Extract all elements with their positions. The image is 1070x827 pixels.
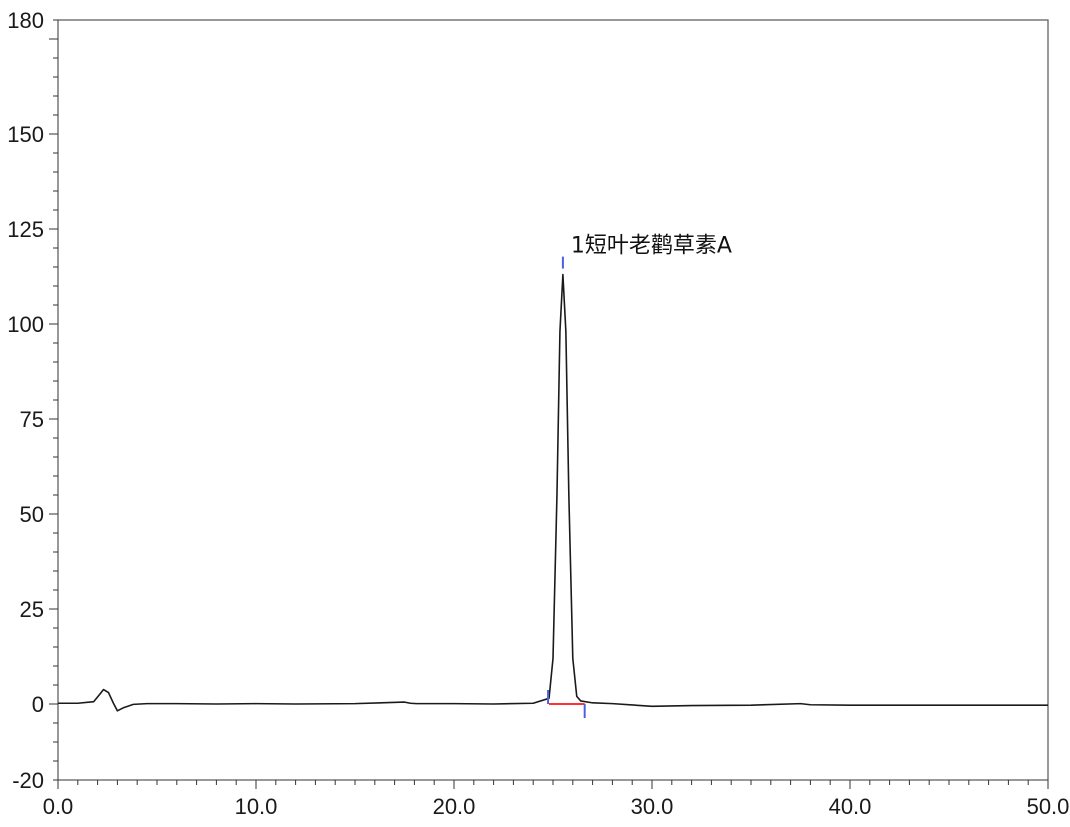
y-tick-label: 75 (20, 407, 44, 432)
marker-layer (547, 256, 586, 718)
y-tick-label: 180 (7, 8, 44, 33)
y-tick-label: 25 (20, 597, 44, 622)
series-layer (58, 273, 1048, 712)
annotation-layer: 1短叶老鹳草素A (571, 234, 732, 259)
peak-label: 1短叶老鹳草素A (571, 234, 732, 259)
x-tick-label: 20.0 (433, 794, 476, 819)
chromatogram-trace (58, 273, 1048, 712)
x-tick-label: 0.0 (43, 794, 74, 819)
x-tick-label: 40.0 (829, 794, 872, 819)
y-tick-label: 50 (20, 502, 44, 527)
x-tick-label: 50.0 (1027, 794, 1070, 819)
y-axis: -20 0 25 50 75 100 125 150 180 (7, 8, 58, 793)
y-tick-label: 100 (7, 312, 44, 337)
x-axis: 0.0 10.0 20.0 30.0 40.0 50.0 (43, 780, 1070, 819)
y-tick-label: 150 (7, 122, 44, 147)
y-tick-label: 125 (7, 217, 44, 242)
x-tick-label: 30.0 (631, 794, 674, 819)
y-tick-label: -20 (12, 768, 44, 793)
x-tick-label: 10.0 (235, 794, 278, 819)
y-tick-label: 0 (32, 692, 44, 717)
